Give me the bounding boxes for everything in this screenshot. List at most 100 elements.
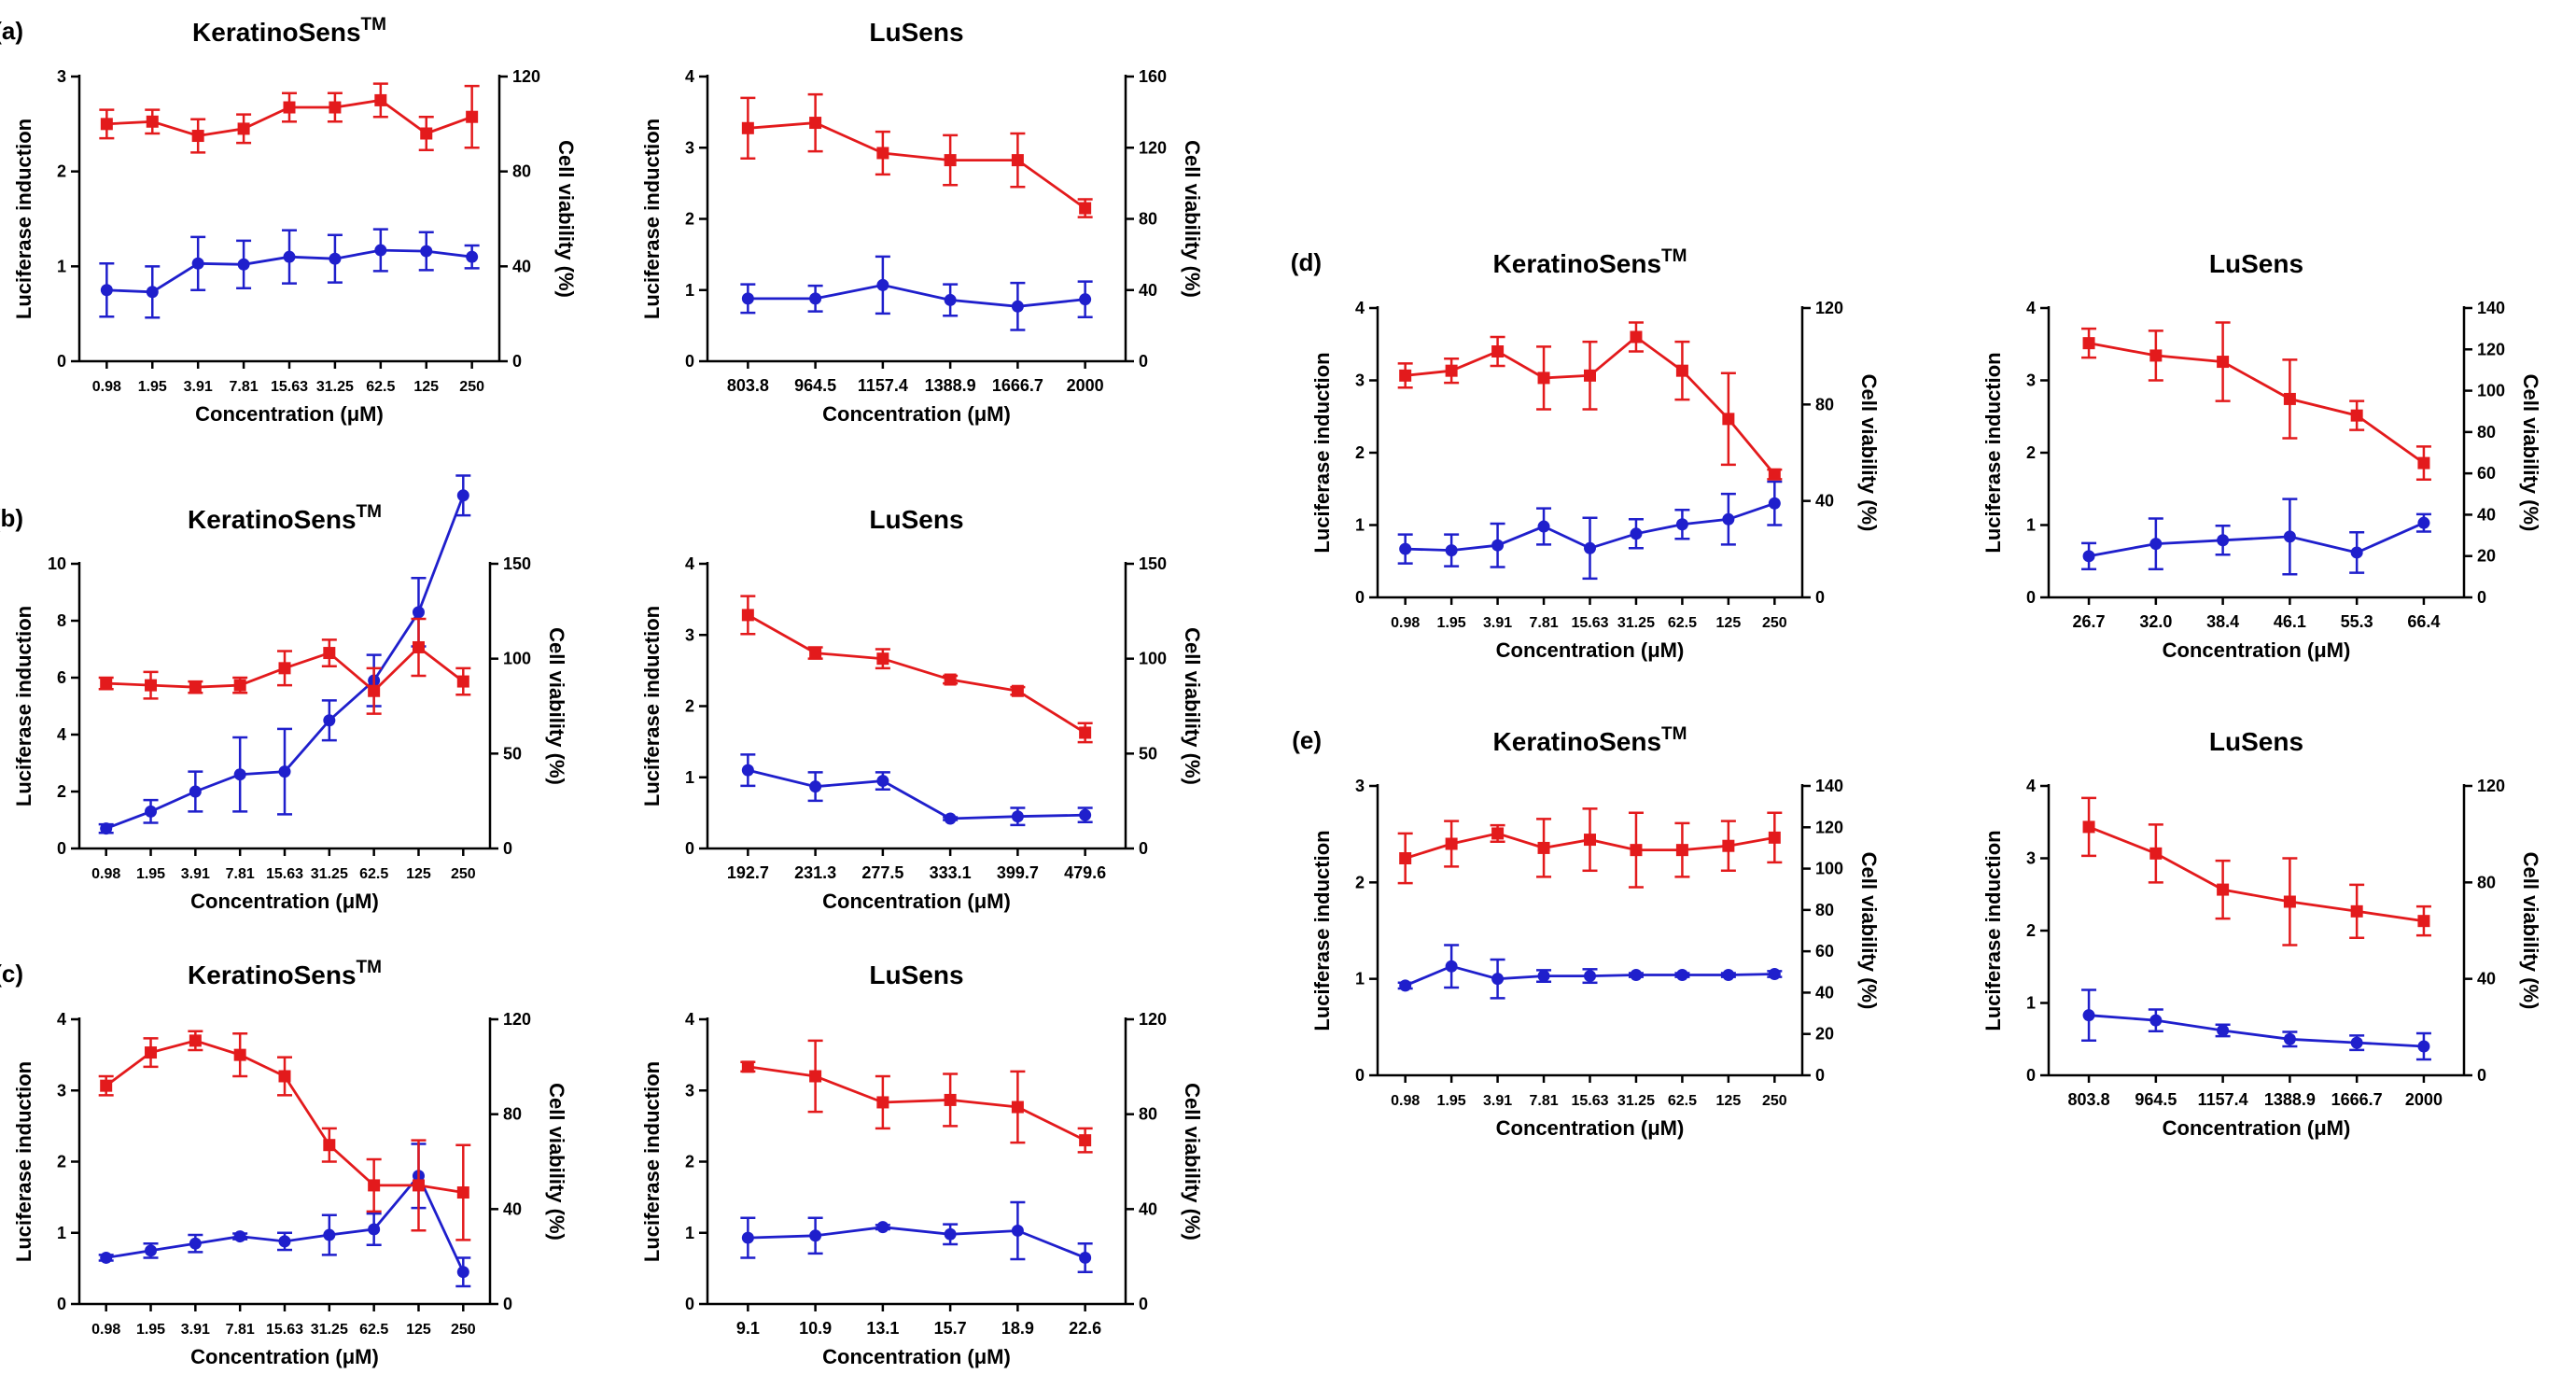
y-right-tick-label: 120 <box>1815 299 1843 317</box>
data-point-circle <box>1584 970 1596 983</box>
data-point-circle <box>2417 1040 2430 1053</box>
panel-label: (d) <box>1291 248 1322 276</box>
data-point-square <box>876 1096 889 1109</box>
data-point-square <box>278 1070 291 1083</box>
data-point-circle <box>1630 527 1643 540</box>
data-point-square <box>1675 844 1688 857</box>
y-left-tick-label: 0 <box>1355 1066 1365 1085</box>
data-point-circle <box>1079 293 1092 306</box>
y-left-tick-label: 3 <box>2026 372 2036 390</box>
x-tick-label: 3.91 <box>181 1322 210 1338</box>
y-axis-label-right: Cell viability (%) <box>1857 374 1881 532</box>
data-point-square <box>1445 364 1458 377</box>
x-tick-label: 10.9 <box>799 1319 832 1338</box>
x-axis-label: Concentration (μM) <box>195 402 384 426</box>
data-point-circle <box>1722 969 1735 982</box>
data-point-square <box>146 115 159 128</box>
y-right-tick-label: 80 <box>1815 395 1834 414</box>
y-left-tick-label: 3 <box>685 625 694 644</box>
y-left-tick-label: 8 <box>57 611 66 630</box>
y-right-tick-label: 40 <box>1139 1199 1157 1218</box>
data-point-circle <box>283 250 296 263</box>
data-point-circle <box>1079 808 1092 821</box>
data-point-square <box>189 1034 202 1047</box>
y-left-tick-label: 6 <box>57 668 66 687</box>
y-left-tick-label: 0 <box>57 1295 66 1313</box>
y-right-tick-label: 0 <box>1815 588 1825 607</box>
data-point-square <box>456 675 469 688</box>
y-left-tick-label: 2 <box>1355 873 1365 891</box>
data-point-circle <box>1630 969 1643 982</box>
panel-label: (b) <box>0 504 23 532</box>
y-axis-label-right: Cell viability (%) <box>545 1083 568 1241</box>
y-left-tick-label: 3 <box>685 138 694 157</box>
y-right-tick-label: 120 <box>1139 1010 1167 1029</box>
y-left-tick-label: 1 <box>685 768 694 787</box>
data-point-circle <box>1011 300 1024 313</box>
series-viability <box>99 82 480 154</box>
data-point-square <box>1011 1101 1024 1114</box>
x-axis-label: Concentration (μM) <box>1496 638 1685 662</box>
x-tick-label: 62.5 <box>1668 1093 1697 1109</box>
data-point-square <box>1584 834 1596 847</box>
x-tick-label: 66.4 <box>2407 612 2440 631</box>
x-tick-label: 7.81 <box>1529 615 1558 631</box>
title-superscript: TM <box>1661 724 1687 744</box>
data-point-square <box>1537 372 1550 385</box>
y-left-tick-label: 0 <box>685 352 694 371</box>
series-line <box>748 121 1086 210</box>
data-point-circle <box>876 1221 889 1234</box>
data-point-square <box>323 647 336 660</box>
x-axis-label: Concentration (μM) <box>2163 1116 2351 1140</box>
y-right-tick-label: 120 <box>2477 340 2505 358</box>
series-line <box>747 613 1086 735</box>
y-left-tick-label: 2 <box>685 1153 694 1171</box>
x-tick-label: 125 <box>406 866 431 882</box>
data-point-square <box>456 1186 469 1199</box>
data-point-circle <box>1399 542 1412 555</box>
x-tick-label: 38.4 <box>2206 612 2239 631</box>
y-axis-label-left: Luciferase induction <box>1981 352 2005 553</box>
series-luciferase <box>740 255 1093 331</box>
y-left-tick-label: 1 <box>57 1224 66 1242</box>
y-left-tick-label: 4 <box>685 67 694 86</box>
y-axis-label-right: Cell viability (%) <box>1857 852 1881 1010</box>
y-left-tick-label: 4 <box>685 554 694 573</box>
data-point-square <box>1768 468 1781 481</box>
y-right-tick-label: 0 <box>1139 1295 1148 1313</box>
x-tick-label: 1388.9 <box>2264 1090 2316 1109</box>
panel-label: (a) <box>0 17 23 45</box>
data-point-square <box>1079 1134 1092 1147</box>
x-tick-label: 479.6 <box>1064 863 1106 882</box>
y-left-tick-label: 3 <box>1355 777 1365 795</box>
y-left-tick-label: 1 <box>1355 516 1365 535</box>
data-point-circle <box>2350 1036 2363 1049</box>
y-right-tick-label: 60 <box>2477 464 2496 483</box>
y-right-tick-label: 150 <box>1139 554 1167 573</box>
data-point-circle <box>809 1229 822 1242</box>
y-right-tick-label: 140 <box>2477 299 2505 317</box>
series-luciferase <box>98 1143 471 1288</box>
x-tick-label: 9.1 <box>736 1319 760 1338</box>
data-point-square <box>1537 841 1550 854</box>
data-point-circle <box>368 1223 381 1236</box>
series-viability <box>1397 321 1783 481</box>
series-luciferase <box>740 1200 1093 1273</box>
x-tick-label: 22.6 <box>1069 1319 1101 1338</box>
data-point-circle <box>809 292 822 305</box>
x-tick-label: 3.91 <box>1483 1093 1512 1109</box>
data-point-circle <box>1491 973 1505 986</box>
x-axis-label: Concentration (μM) <box>190 1345 379 1368</box>
series-luciferase <box>99 228 480 319</box>
x-tick-label: 26.7 <box>2073 612 2106 631</box>
data-point-square <box>944 673 957 686</box>
data-point-square <box>145 1046 158 1059</box>
x-tick-label: 15.7 <box>934 1319 967 1338</box>
x-tick-label: 13.1 <box>866 1319 899 1338</box>
x-tick-label: 125 <box>413 379 439 395</box>
y-left-tick-label: 2 <box>685 210 694 229</box>
x-tick-label: 62.5 <box>366 379 395 395</box>
data-point-circle <box>2283 1032 2296 1045</box>
